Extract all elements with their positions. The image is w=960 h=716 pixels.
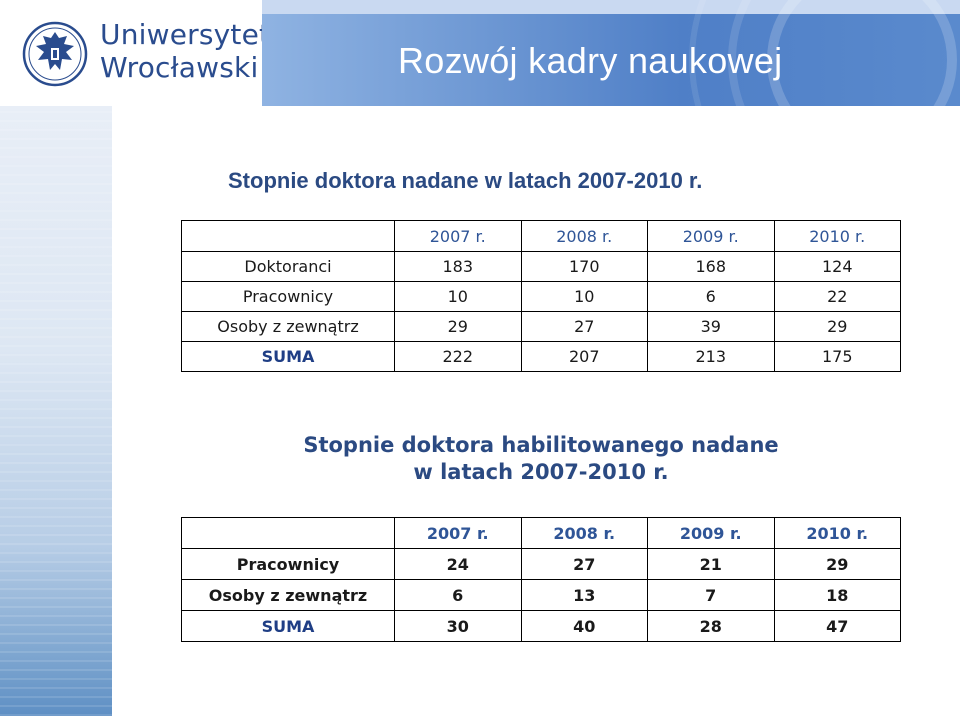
header-banner: Rozwój kadry naukowej xyxy=(262,0,960,106)
table-cell: 40 xyxy=(520,610,648,642)
table-row: Osoby z zewnątrz 6 13 7 18 xyxy=(181,579,901,611)
logo-line-2: Wrocławski xyxy=(100,51,259,84)
table-corner-cell xyxy=(181,220,395,252)
row-label: Osoby z zewnątrz xyxy=(181,311,395,342)
banner-top-strip xyxy=(262,0,960,14)
table-cell: 175 xyxy=(773,341,901,372)
table-cell: 29 xyxy=(773,548,901,580)
column-header: 2009 r. xyxy=(647,220,775,252)
table-cell: 18 xyxy=(773,579,901,611)
table-cell: 29 xyxy=(394,311,522,342)
table-row: Osoby z zewnątrz 29 27 39 29 xyxy=(181,311,901,342)
column-header: 2010 r. xyxy=(773,517,901,549)
table-header-row: 2007 r. 2008 r. 2009 r. 2010 r. xyxy=(181,220,901,252)
table-corner-cell xyxy=(181,517,395,549)
table-cell: 30 xyxy=(394,610,522,642)
eagle-emblem-icon xyxy=(22,21,88,87)
table-cell: 222 xyxy=(394,341,522,372)
table-cell: 124 xyxy=(773,251,901,282)
table-row: Doktoranci 183 170 168 124 xyxy=(181,251,901,282)
habilitation-table: 2007 r. 2008 r. 2009 r. 2010 r. Pracowni… xyxy=(181,517,901,642)
table-cell: 21 xyxy=(647,548,775,580)
table-cell: 6 xyxy=(647,281,775,312)
row-label: Doktoranci xyxy=(181,251,395,282)
page-title: Rozwój kadry naukowej xyxy=(398,40,783,81)
column-header: 2008 r. xyxy=(520,220,648,252)
table-sum-row: SUMA 30 40 28 47 xyxy=(181,610,901,642)
table-cell: 27 xyxy=(520,311,648,342)
row-label: Pracownicy xyxy=(181,548,395,580)
doctorate-table: 2007 r. 2008 r. 2009 r. 2010 r. Doktoran… xyxy=(181,220,901,372)
table-cell: 27 xyxy=(520,548,648,580)
row-label: Pracownicy xyxy=(181,281,395,312)
table-cell: 22 xyxy=(773,281,901,312)
column-header: 2007 r. xyxy=(394,220,522,252)
row-label-sum: SUMA xyxy=(181,341,395,372)
table-cell: 10 xyxy=(520,281,648,312)
table-cell: 47 xyxy=(773,610,901,642)
table-cell: 10 xyxy=(394,281,522,312)
table-cell: 213 xyxy=(647,341,775,372)
university-name: Uniwersytet Wrocławski xyxy=(100,18,270,84)
table-row: Pracownicy 10 10 6 22 xyxy=(181,281,901,312)
banner-decoration xyxy=(689,0,957,106)
table-cell: 39 xyxy=(647,311,775,342)
column-header: 2010 r. xyxy=(773,220,901,252)
table-cell: 29 xyxy=(773,311,901,342)
left-decorative-bar xyxy=(0,106,112,716)
table-cell: 183 xyxy=(394,251,522,282)
table-cell: 168 xyxy=(647,251,775,282)
habilitation-table-heading: Stopnie doktora habilitowanego nadane w … xyxy=(180,432,902,486)
heading-line-1: Stopnie doktora habilitowanego nadane xyxy=(303,433,779,457)
table-cell: 207 xyxy=(520,341,648,372)
doctorate-table-heading: Stopnie doktora nadane w latach 2007-201… xyxy=(228,168,703,193)
table-cell: 6 xyxy=(394,579,522,611)
table-cell: 7 xyxy=(647,579,775,611)
table-row: Pracownicy 24 27 21 29 xyxy=(181,548,901,580)
column-header: 2007 r. xyxy=(394,517,522,549)
logo-line-1: Uniwersytet xyxy=(100,18,271,51)
table-cell: 24 xyxy=(394,548,522,580)
table-cell: 170 xyxy=(520,251,648,282)
table-header-row: 2007 r. 2008 r. 2009 r. 2010 r. xyxy=(181,517,901,549)
university-logo: Uniwersytet Wrocławski xyxy=(0,0,270,106)
column-header: 2008 r. xyxy=(520,517,648,549)
column-header: 2009 r. xyxy=(647,517,775,549)
row-label-sum: SUMA xyxy=(181,610,395,642)
heading-line-2: w latach 2007-2010 r. xyxy=(413,460,669,484)
table-sum-row: SUMA 222 207 213 175 xyxy=(181,341,901,372)
row-label: Osoby z zewnątrz xyxy=(181,579,395,611)
table-cell: 13 xyxy=(520,579,648,611)
table-cell: 28 xyxy=(647,610,775,642)
